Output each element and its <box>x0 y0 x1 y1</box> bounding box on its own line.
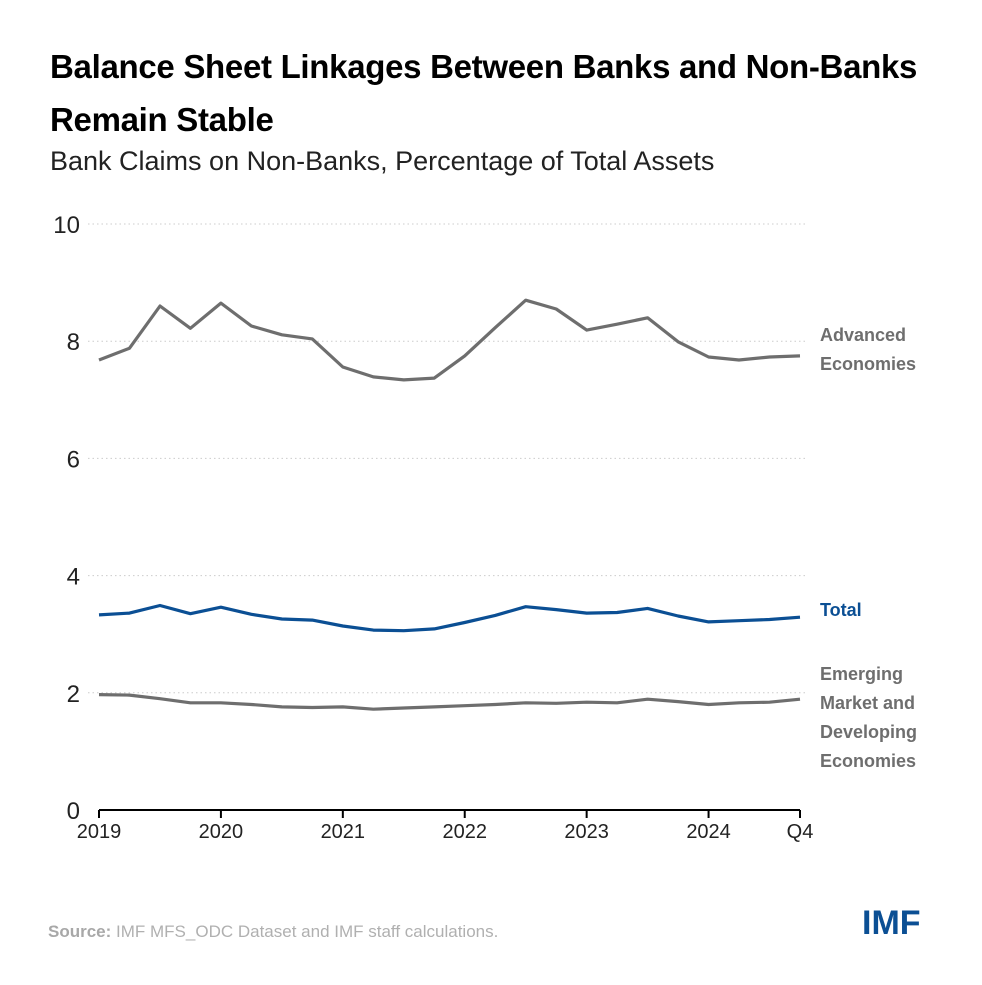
y-tick-label: 8 <box>67 329 80 356</box>
series-label-emerging-market-and-developing-economies: Emerging <box>820 664 903 684</box>
source-note: Source: IMF MFS_ODC Dataset and IMF staf… <box>48 922 498 942</box>
series-line-advanced-economies <box>98 298 801 382</box>
y-tick-label: 10 <box>53 212 80 239</box>
x-tick-label: Q4 <box>787 821 814 843</box>
x-tick-label: 2021 <box>321 821 366 843</box>
y-axis-ticks: 0 2 4 6 8 10 <box>53 212 80 825</box>
gridlines <box>88 223 805 694</box>
series-label-emerging-market-and-developing-economies: Economies <box>820 751 916 771</box>
source-label: Source: <box>48 922 112 941</box>
series-label-total: Total <box>820 600 862 620</box>
series-label-advanced-economies: Economies <box>820 354 916 374</box>
series-label-advanced-economies: Advanced <box>820 325 906 345</box>
series-label-emerging-market-and-developing-economies: Developing <box>820 722 917 742</box>
source-text: IMF MFS_ODC Dataset and IMF staff calcul… <box>111 922 499 941</box>
x-tick-label: 2024 <box>686 821 731 843</box>
y-tick-label: 4 <box>67 564 80 591</box>
imf-logo: IMF <box>862 904 921 942</box>
series-label-emerging-market-and-developing-economies: Market and <box>820 693 915 713</box>
series-line-total <box>98 603 801 633</box>
x-tick-label: 2019 <box>77 821 122 843</box>
x-axis: 2019 2020 2021 2022 2023 2024 Q4 <box>77 809 814 843</box>
x-tick-label: 2020 <box>199 821 244 843</box>
x-tick-label: 2023 <box>564 821 609 843</box>
chart-title: Balance Sheet Linkages Between Banks and… <box>50 48 918 138</box>
y-tick-label: 0 <box>67 798 80 825</box>
x-tick-label: 2022 <box>442 821 487 843</box>
series-lines <box>98 298 801 711</box>
y-tick-label: 6 <box>67 446 80 473</box>
series-line-emerging-market-and-developing-economies <box>98 693 801 711</box>
line-chart: 0 2 4 6 8 10 2019 2020 2021 2022 2023 2024 Q4 Advan… <box>53 212 917 843</box>
series-labels: Advanced Economies Total Emerging Market and… <box>820 325 917 771</box>
chart-subtitle: Bank Claims on Non-Banks, Percentage of … <box>50 146 715 176</box>
y-tick-label: 2 <box>67 681 80 708</box>
